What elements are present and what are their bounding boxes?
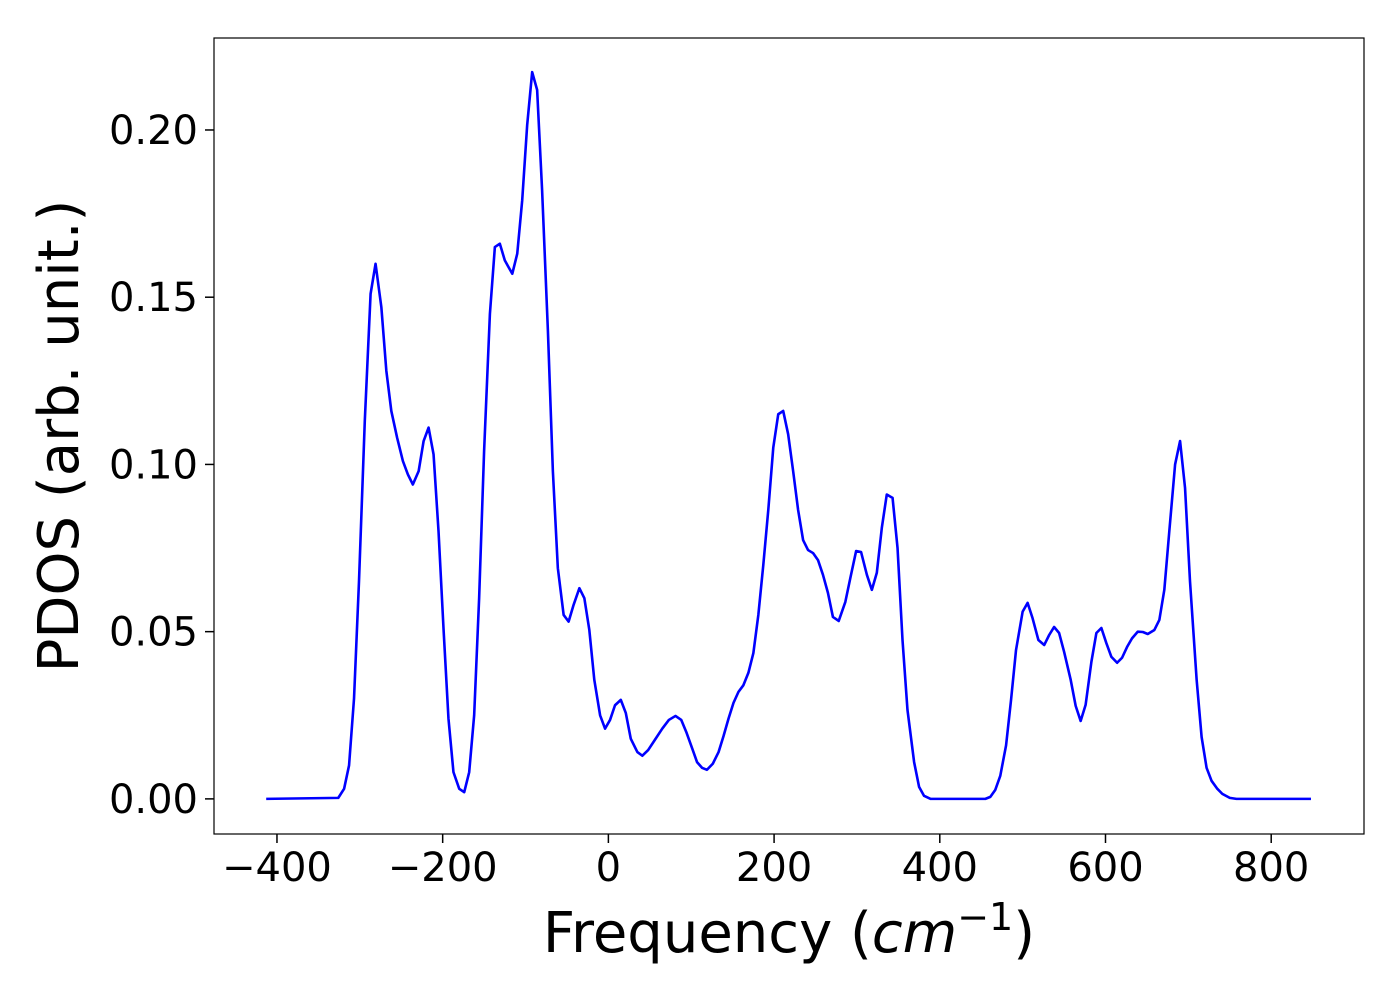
y-tick-label: 0.20 — [109, 108, 198, 154]
x-label-unit: cm — [872, 901, 957, 966]
y-axis-label: PDOS (arb. unit.) — [27, 200, 92, 673]
x-tick-label: 400 — [902, 845, 978, 891]
x-label-exponent: −1 — [957, 895, 1013, 939]
x-label-text: Frequency ( — [543, 901, 872, 966]
plot-frame — [213, 37, 1365, 835]
x-axis-label: Frequency (cm−1) — [543, 895, 1035, 966]
y-tick-label: 0.05 — [109, 610, 198, 656]
x-tick-label: −200 — [388, 845, 498, 891]
y-tick-label: 0.15 — [109, 275, 198, 321]
x-tick-label: −400 — [222, 845, 332, 891]
x-label-close: ) — [1013, 901, 1035, 966]
x-tick-label: 200 — [736, 845, 812, 891]
x-tick-label: 600 — [1067, 845, 1143, 891]
x-tick-label: 800 — [1233, 845, 1309, 891]
y-tick-label: 0.00 — [109, 777, 198, 823]
y-tick-label: 0.10 — [109, 442, 198, 488]
x-tick-label: 0 — [596, 845, 621, 891]
data-line — [266, 70, 1311, 801]
